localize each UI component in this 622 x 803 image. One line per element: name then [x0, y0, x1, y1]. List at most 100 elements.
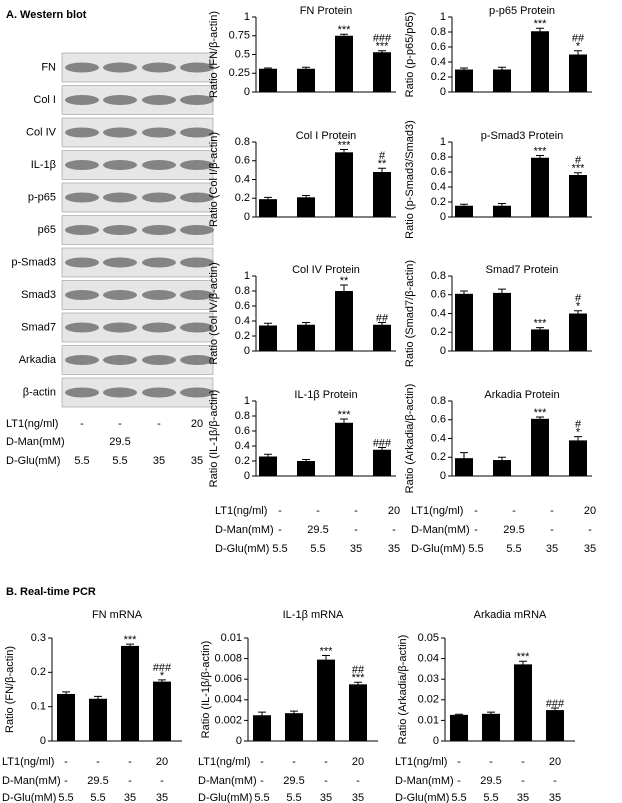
condition-value: 35 — [549, 792, 561, 803]
y-tick-label: 0 — [244, 345, 250, 357]
condition-value: - — [118, 418, 122, 430]
y-tick-label: 0.2 — [431, 196, 446, 208]
blot-band — [180, 355, 214, 365]
condition-label: LT1(ng/ml) — [215, 505, 267, 517]
y-axis-label: Ratio (p-Smad3/Smad3) — [404, 120, 416, 239]
error-bar — [536, 416, 544, 421]
blot-band — [103, 95, 137, 105]
chart-title: FN Protein — [300, 5, 353, 17]
blot-label: p65 — [38, 224, 56, 236]
blot-band — [65, 62, 99, 73]
blot-band — [142, 257, 176, 268]
error-bar — [498, 203, 506, 208]
blot-band — [180, 257, 214, 268]
y-axis-label: Ratio (FN/β-actin) — [4, 646, 16, 733]
blot-band — [103, 160, 137, 170]
error-bar — [302, 322, 310, 327]
y-tick-label: 0 — [244, 470, 250, 482]
significance-label: *** — [376, 41, 390, 53]
condition-value: 35 — [350, 543, 362, 555]
blot-band — [103, 387, 137, 398]
condition-label: D-Glu(mM) — [6, 455, 60, 467]
blot-band — [180, 62, 214, 73]
condition-label: LT1(ng/ml) — [2, 756, 54, 768]
blot-band — [142, 192, 176, 203]
blot-band — [180, 192, 214, 203]
y-tick-label: 0.002 — [214, 714, 242, 726]
y-tick-label: 0.03 — [418, 673, 439, 685]
significance-label: * — [576, 427, 581, 439]
y-tick-label: 0 — [440, 345, 446, 357]
blot-band — [142, 387, 176, 398]
y-tick-label: 0.6 — [431, 414, 446, 426]
condition-value: 35 — [584, 543, 596, 555]
y-axis-label: Ratio (p-p65/p65) — [404, 12, 416, 98]
y-tick-label: 0.6 — [235, 155, 250, 167]
bar — [482, 713, 500, 741]
bar — [297, 68, 315, 92]
error-bar — [62, 691, 70, 697]
y-axis-label: Ratio (Arkadia/β-actin) — [397, 635, 409, 745]
bar — [455, 458, 473, 476]
condition-value: - — [324, 775, 328, 787]
y-tick-label: 0.6 — [235, 425, 250, 437]
bar — [57, 693, 75, 741]
y-axis-label: Ratio (Smad7/β-actin) — [404, 260, 416, 367]
blot-label: Col IV — [26, 126, 57, 138]
error-bar — [264, 196, 272, 202]
condition-value: 29.5 — [109, 436, 130, 448]
y-tick-label: 0.4 — [431, 56, 446, 68]
condition-value: - — [128, 756, 132, 768]
blot-band — [180, 387, 214, 398]
condition-value: - — [457, 756, 461, 768]
error-bar — [487, 711, 495, 716]
bar — [259, 199, 277, 217]
significance-label: ## — [352, 664, 365, 676]
condition-label: D-Glu(mM) — [395, 792, 449, 803]
chart-title: p-Smad3 Protein — [481, 130, 564, 142]
condition-value: - — [324, 756, 328, 768]
condition-value: 20 — [156, 756, 168, 768]
condition-value: - — [292, 756, 296, 768]
error-bar — [455, 713, 463, 716]
y-tick-label: 1 — [440, 136, 446, 148]
blot-band — [65, 290, 99, 300]
bar — [569, 313, 587, 351]
y-tick-label: 0.8 — [431, 26, 446, 38]
condition-value: 35 — [546, 543, 558, 555]
condition-value: - — [474, 524, 478, 536]
chart-title: Col IV Protein — [292, 264, 360, 276]
y-tick-label: 0.1 — [31, 701, 46, 713]
error-bar — [460, 290, 468, 297]
y-tick-label: 0.05 — [418, 632, 439, 644]
chart-title: Col I Protein — [296, 130, 357, 142]
error-bar — [519, 660, 527, 668]
significance-label: ### — [373, 33, 392, 45]
significance-label: ** — [378, 158, 387, 170]
y-tick-label: 0.6 — [431, 166, 446, 178]
condition-label: D-Man(mM) — [395, 775, 454, 787]
error-bar — [536, 327, 544, 332]
y-tick-label: 0.25 — [229, 67, 250, 79]
condition-value: 35 — [124, 792, 136, 803]
blot-label: FN — [41, 61, 56, 73]
condition-value: - — [588, 524, 592, 536]
bar — [455, 205, 473, 217]
condition-value: 20 — [584, 505, 596, 517]
blot-band — [65, 160, 99, 170]
bar — [493, 205, 511, 217]
blot-band — [142, 290, 176, 300]
bar — [297, 324, 315, 351]
condition-value: 5.5 — [310, 543, 325, 555]
error-bar — [322, 655, 330, 664]
y-tick-label: 1 — [244, 11, 250, 23]
blot-band — [103, 322, 137, 333]
y-tick-label: 0 — [440, 86, 446, 98]
y-tick-label: 0.2 — [431, 451, 446, 463]
blot-label: p-p65 — [28, 191, 56, 203]
y-tick-label: 0.4 — [431, 181, 446, 193]
blot-label: Arkadia — [19, 354, 57, 366]
condition-value: - — [128, 775, 132, 787]
blot-band — [103, 290, 137, 300]
